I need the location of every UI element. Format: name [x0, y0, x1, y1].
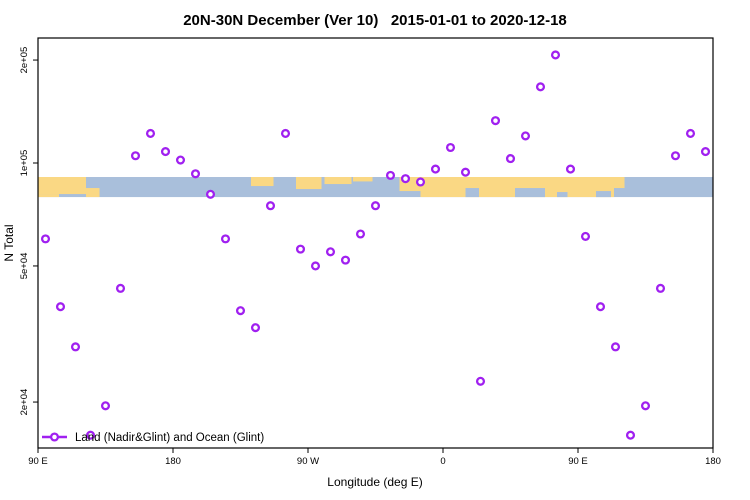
data-point	[535, 82, 546, 92]
data-point	[265, 201, 276, 211]
data-point	[55, 302, 66, 312]
x-tick-label: 0	[440, 456, 445, 467]
data-point	[205, 189, 216, 199]
data-point	[415, 177, 426, 187]
y-tick-label: 2e+04	[19, 389, 30, 416]
map-band-ocean-notch	[557, 192, 568, 198]
data-point	[595, 302, 606, 312]
data-point	[445, 142, 456, 153]
data-point	[70, 342, 81, 352]
data-point	[40, 234, 51, 244]
map-band-land	[614, 177, 625, 189]
data-point	[370, 201, 381, 211]
data-point	[100, 401, 111, 411]
map-band-land	[38, 177, 86, 195]
data-point	[640, 401, 651, 411]
data-point	[130, 151, 141, 161]
x-tick-label: 180	[705, 456, 721, 467]
data-point	[85, 430, 96, 440]
data-point	[700, 147, 711, 157]
map-band-ocean-notch	[596, 191, 611, 198]
data-point	[340, 255, 351, 265]
map-band-land	[296, 177, 322, 190]
x-tick-label: 90 E	[568, 456, 588, 467]
data-point	[175, 155, 186, 165]
map-band-land	[86, 188, 100, 198]
data-point	[235, 306, 246, 316]
data-point	[610, 342, 621, 352]
data-point	[670, 151, 681, 161]
x-axis-label: Longitude (deg E)	[327, 475, 423, 489]
data-point	[325, 247, 336, 257]
data-point	[400, 174, 411, 184]
data-point	[565, 164, 576, 174]
data-point	[625, 430, 636, 440]
map-band-ocean-notch	[465, 188, 479, 198]
chart-title: 20N-30N December (Ver 10) 2015-01-01 to …	[183, 12, 567, 29]
data-point	[220, 234, 231, 244]
map-band-land	[353, 177, 373, 182]
data-point	[385, 170, 396, 180]
map-band-land	[324, 177, 352, 185]
map-band-land	[251, 177, 274, 187]
data-point	[685, 128, 696, 139]
data-point	[475, 376, 486, 386]
data-point	[430, 164, 441, 174]
map-band-land	[38, 194, 59, 198]
data-point	[295, 244, 306, 254]
y-tick-label: 5e+04	[19, 253, 30, 280]
x-tick-label: 180	[165, 456, 181, 467]
data-point	[355, 229, 366, 239]
x-tick-label: 90 E	[28, 456, 48, 467]
map-band-ocean-notch	[515, 188, 545, 198]
y-tick-label: 2e+05	[19, 47, 30, 74]
data-point	[490, 116, 501, 126]
data-point	[160, 147, 171, 157]
data-point	[250, 323, 261, 333]
data-point	[580, 231, 591, 241]
data-point	[190, 169, 201, 179]
data-point	[145, 128, 156, 139]
y-tick-label: 1e+05	[19, 150, 30, 177]
legend-marker	[49, 432, 60, 442]
data-point	[505, 154, 516, 164]
plot-border	[37, 37, 714, 449]
data-point	[115, 283, 126, 293]
data-point	[520, 131, 531, 141]
legend-label: Land (Nadir&Glint) and Ocean (Glint)	[75, 432, 264, 444]
data-point	[460, 167, 471, 177]
data-point	[280, 128, 291, 139]
data-point	[655, 283, 666, 293]
x-tick-label: 90 W	[297, 456, 319, 467]
data-point	[550, 50, 561, 60]
data-point	[310, 261, 321, 271]
